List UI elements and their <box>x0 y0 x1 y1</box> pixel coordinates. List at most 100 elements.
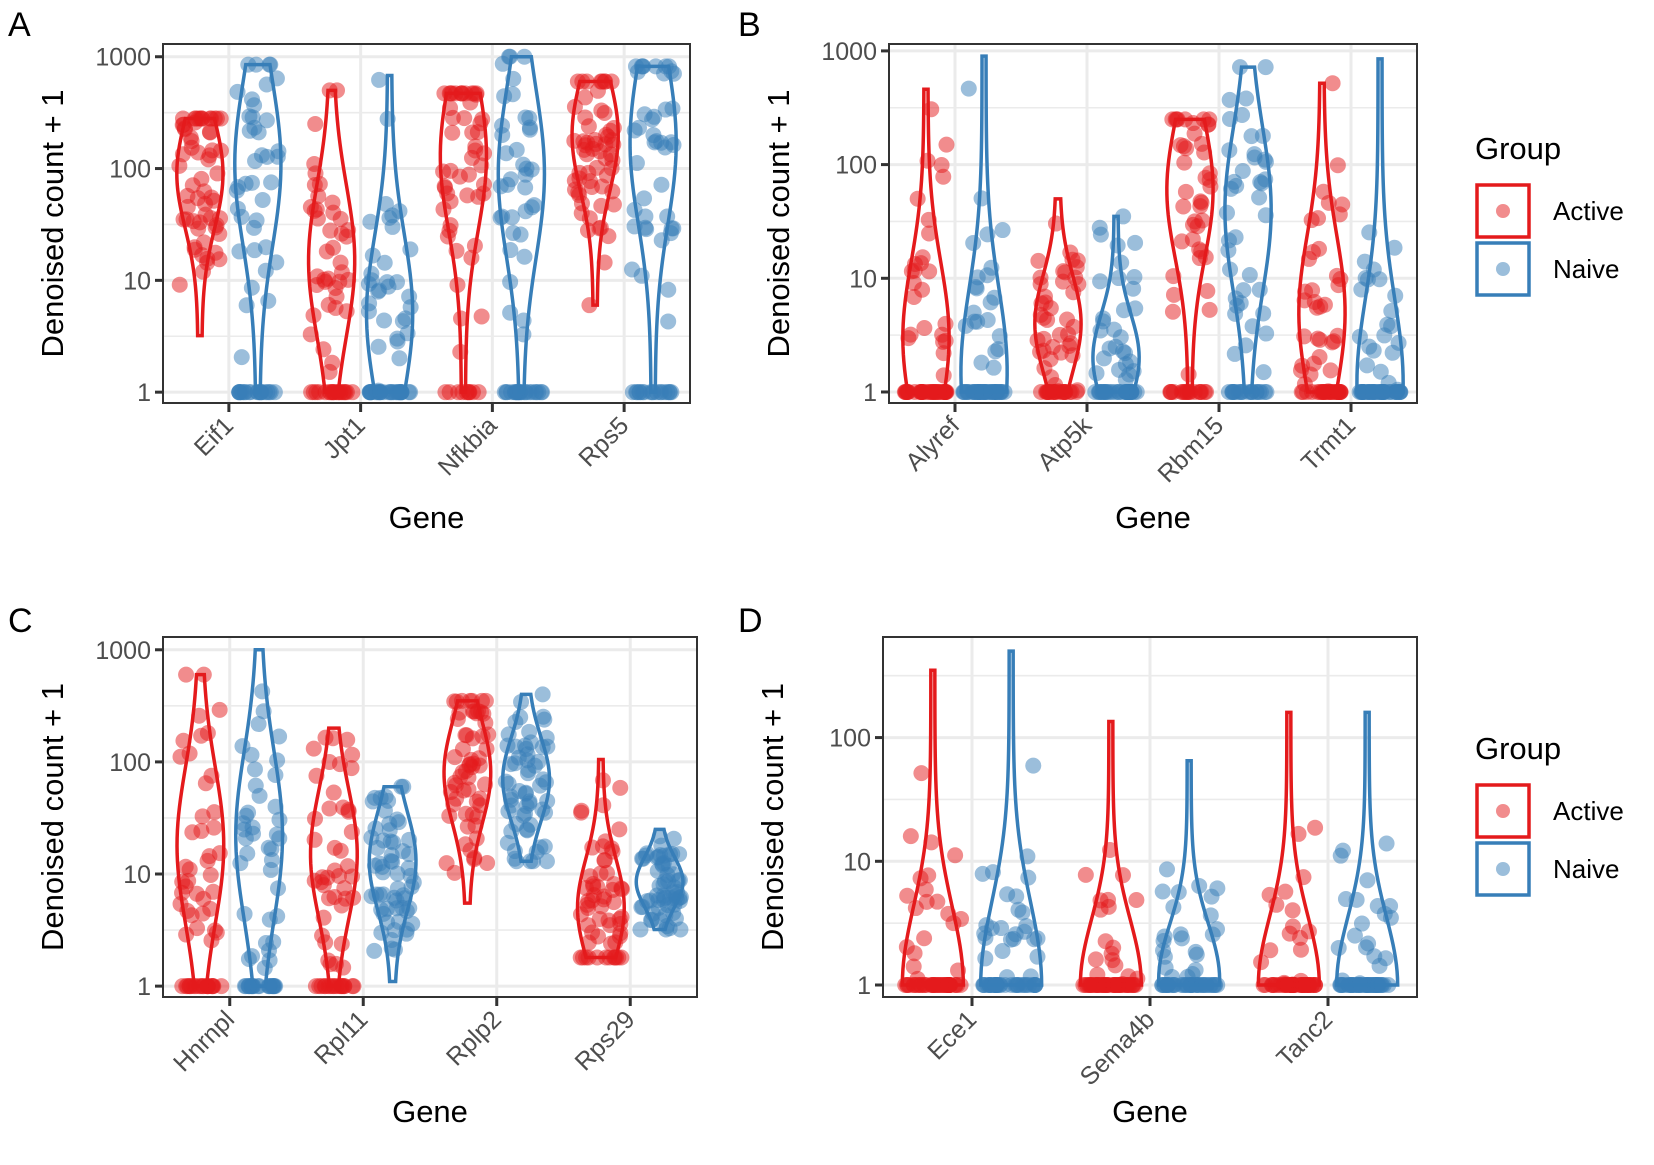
data-point <box>657 101 674 118</box>
data-point <box>171 276 188 293</box>
data-point <box>190 220 207 237</box>
violin <box>1078 719 1144 987</box>
data-point <box>1165 286 1182 303</box>
legend-label: Naive <box>1553 254 1619 284</box>
data-point <box>902 326 919 343</box>
series-naive <box>955 54 1409 400</box>
violin <box>442 699 493 905</box>
data-point <box>1025 757 1042 774</box>
data-point <box>503 209 520 226</box>
data-point <box>1029 948 1046 965</box>
data-point <box>1060 326 1077 343</box>
y-tick-label: 1 <box>137 379 151 407</box>
data-point <box>446 749 463 766</box>
data-point <box>435 163 452 180</box>
data-point <box>263 174 280 191</box>
data-point <box>593 102 610 119</box>
data-point <box>968 280 985 297</box>
data-point <box>1252 174 1269 191</box>
data-point <box>362 213 379 230</box>
legend-title: Group <box>1475 731 1561 766</box>
violin <box>1297 81 1347 394</box>
data-point <box>516 248 533 265</box>
data-point <box>657 139 674 156</box>
data-point <box>251 787 268 804</box>
y-tick-label: 10 <box>123 267 151 295</box>
data-point <box>985 359 1002 376</box>
data-point <box>374 864 391 881</box>
data-point <box>534 686 551 703</box>
x-tick-label: Atp5k <box>1032 411 1097 476</box>
data-point <box>479 854 496 871</box>
x-tick-label: Tanc2 <box>1271 1005 1338 1072</box>
data-point <box>1257 59 1274 76</box>
violin <box>1091 214 1141 394</box>
data-point <box>1087 951 1104 968</box>
data-point <box>1243 128 1260 145</box>
y-tick-label: 1000 <box>95 44 151 72</box>
data-point <box>987 343 1004 360</box>
x-tick-label: Rps29 <box>570 1005 641 1076</box>
data-point <box>239 845 256 862</box>
data-point <box>526 757 543 774</box>
data-point <box>271 728 288 745</box>
data-point <box>923 101 940 118</box>
data-point <box>233 349 250 366</box>
data-point <box>202 866 219 883</box>
data-point <box>902 828 919 845</box>
violin <box>1223 65 1273 394</box>
data-point <box>183 139 200 156</box>
data-point <box>193 170 210 187</box>
data-point <box>326 839 343 856</box>
data-point <box>1310 240 1327 257</box>
data-point <box>566 132 583 149</box>
y-tick-label: 1 <box>137 973 151 1001</box>
data-point <box>258 112 275 129</box>
data-point <box>1176 154 1193 171</box>
x-tick-label: Jpt1 <box>318 411 371 464</box>
y-tick-label: 100 <box>835 152 877 180</box>
data-point <box>583 178 600 195</box>
y-tick-label: 10 <box>123 861 151 889</box>
data-point <box>921 225 938 242</box>
y-tick-label: 10 <box>849 265 877 293</box>
data-point <box>1262 942 1279 959</box>
data-point <box>344 746 361 763</box>
series-naive <box>974 649 1400 994</box>
data-point <box>1371 957 1388 974</box>
data-point <box>1107 957 1124 974</box>
data-point <box>1014 904 1031 921</box>
violin <box>364 73 415 394</box>
data-point <box>371 71 388 88</box>
data-point <box>999 886 1016 903</box>
x-tick-label: Trmt1 <box>1296 411 1361 476</box>
data-point <box>321 800 338 817</box>
legend-title: Group <box>1475 131 1561 166</box>
data-point <box>897 383 914 400</box>
panel-C: C 1 10 100 1000 Hnrnpl Rpl11 Rplp2 Rps29 Gene Deno… <box>8 602 698 1129</box>
data-point <box>246 761 263 778</box>
data-point <box>1353 915 1370 932</box>
data-point <box>538 853 555 870</box>
series-naive <box>232 648 689 995</box>
violin <box>308 726 359 988</box>
data-point <box>1178 140 1195 157</box>
data-point <box>456 110 473 127</box>
data-point <box>508 141 525 158</box>
data-point <box>459 187 476 204</box>
data-point <box>1255 364 1272 381</box>
data-point <box>376 312 393 329</box>
y-axis-label: Denoised count + 1 <box>35 90 70 358</box>
data-point <box>1173 233 1190 250</box>
data-point <box>1346 927 1363 944</box>
data-point <box>534 384 551 401</box>
data-point <box>499 834 516 851</box>
data-point <box>467 142 484 159</box>
data-point <box>913 765 930 782</box>
data-point <box>271 811 288 828</box>
data-point <box>438 855 455 872</box>
violin <box>367 785 418 984</box>
data-point <box>1092 273 1109 290</box>
data-point <box>492 178 509 195</box>
data-point <box>1126 269 1143 286</box>
